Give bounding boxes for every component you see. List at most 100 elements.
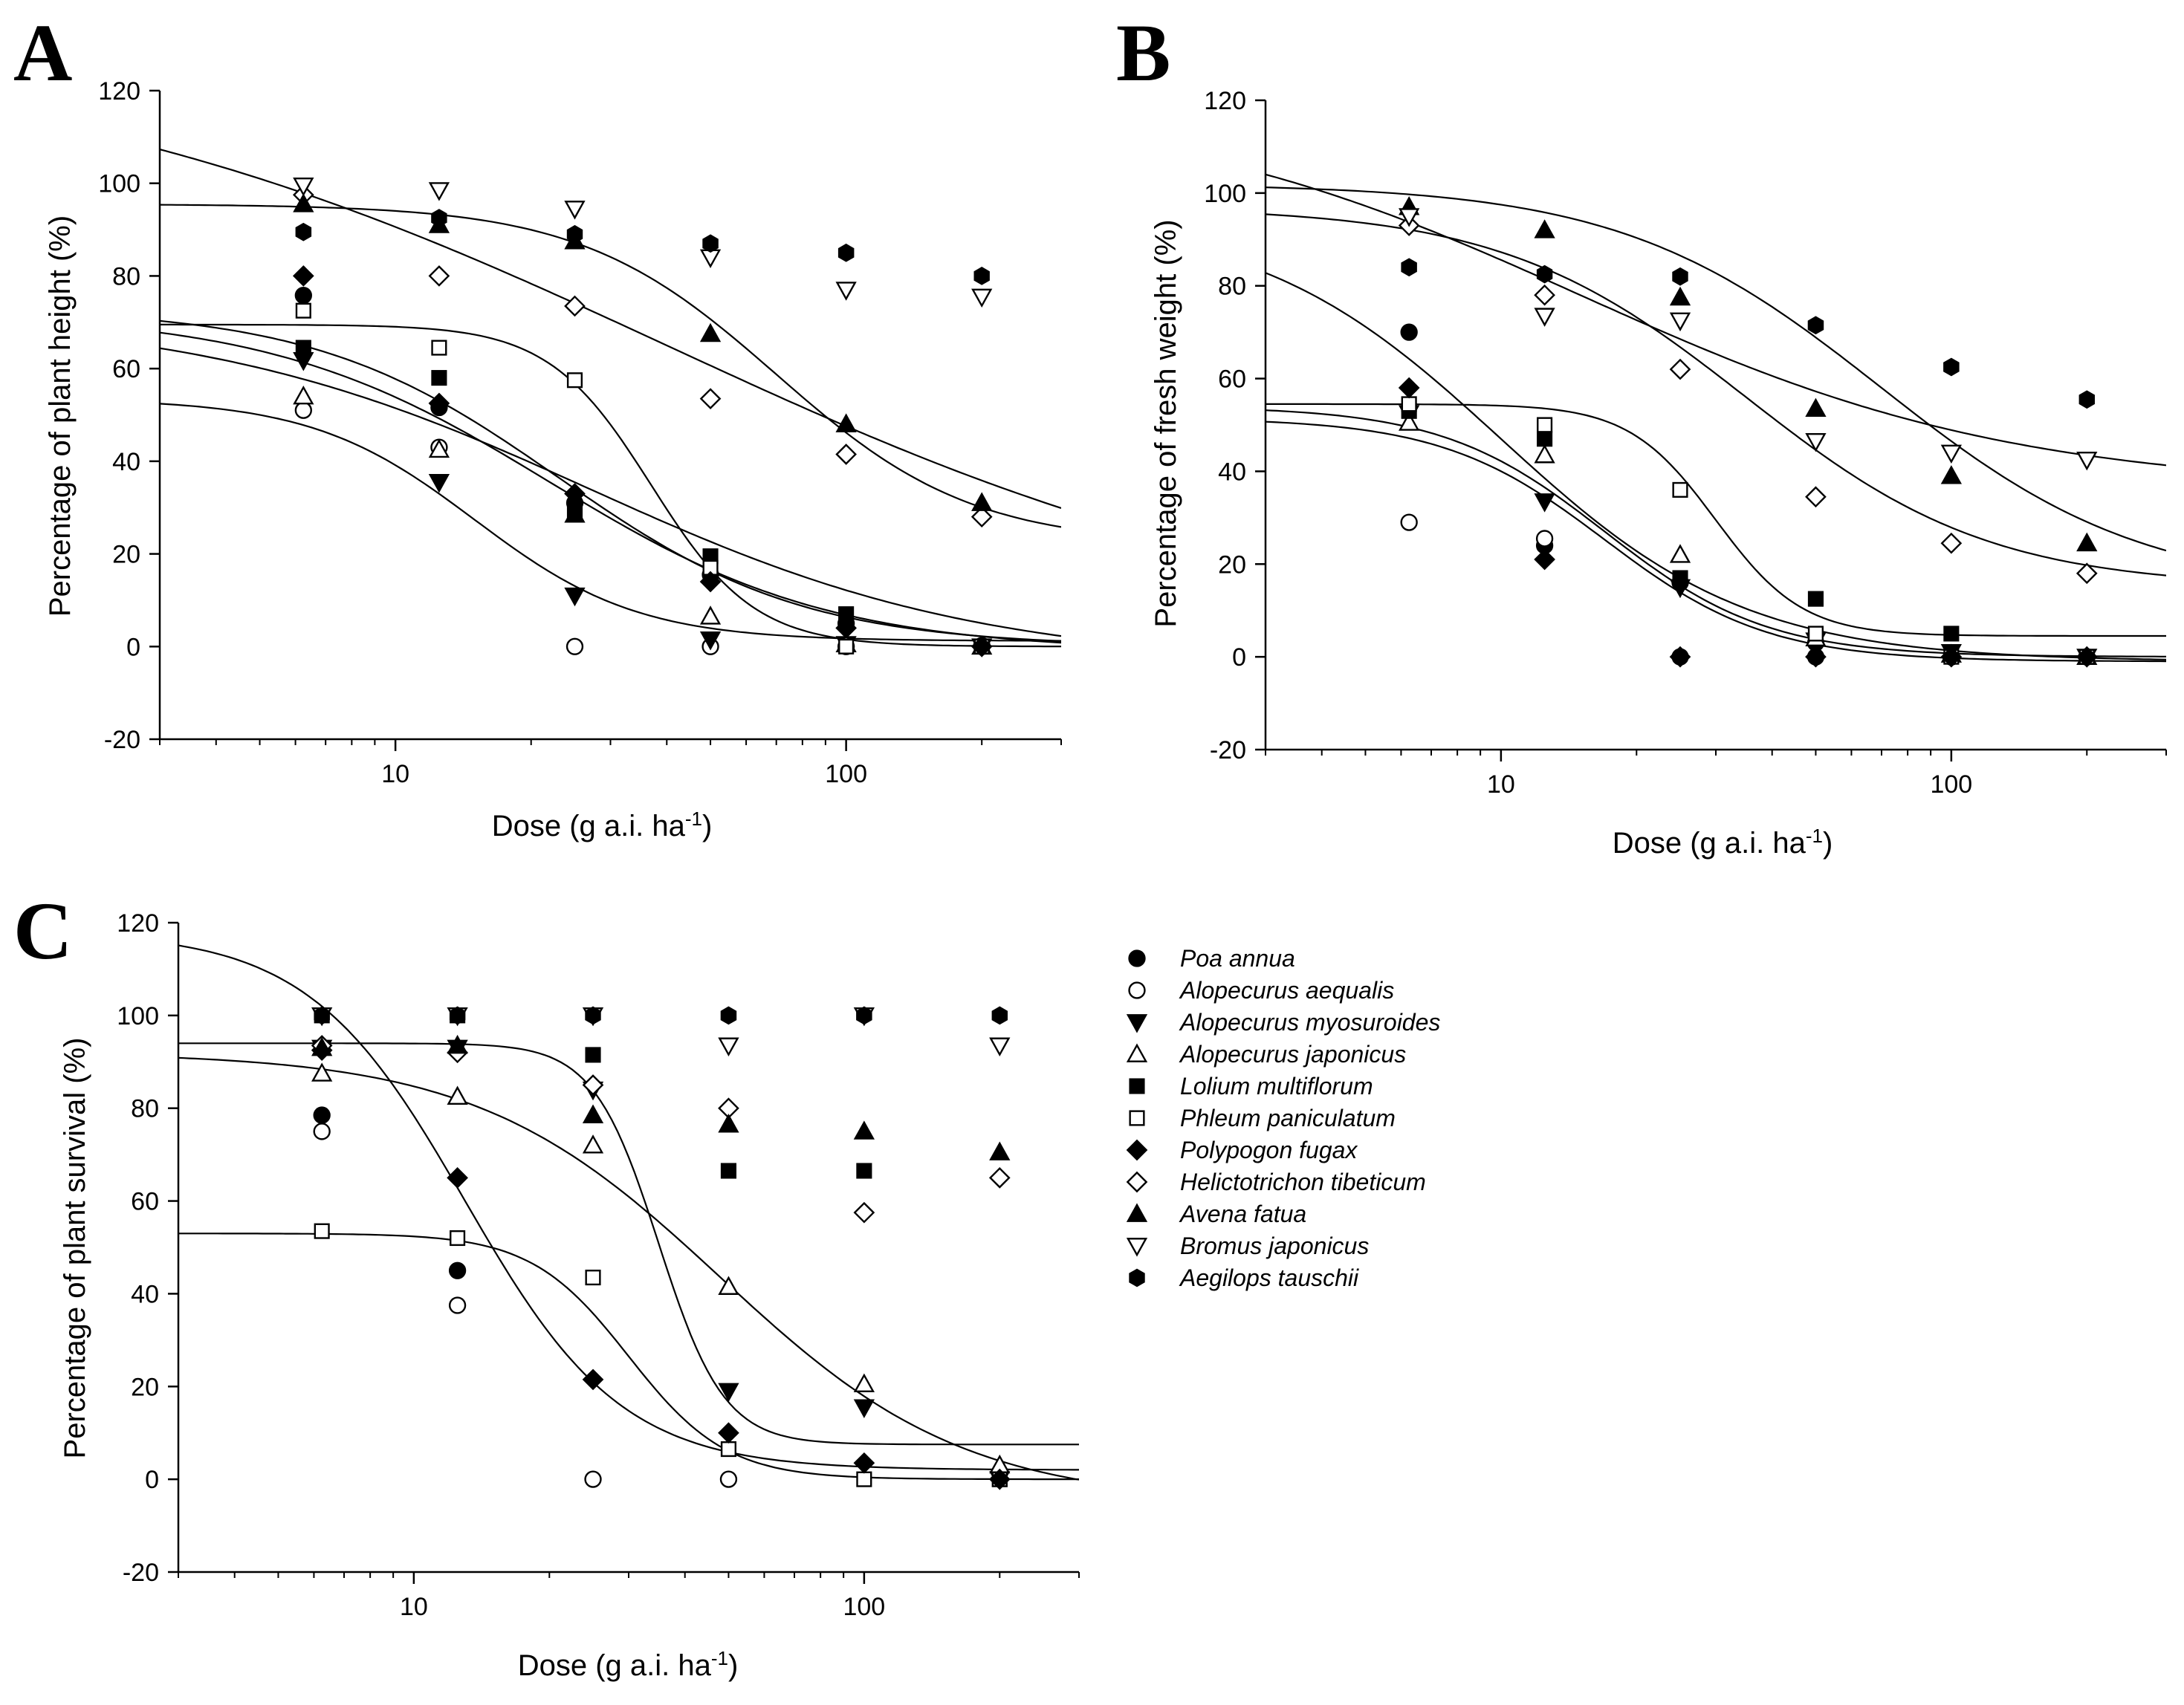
panel-b-point-phleum-paniculatum (1672, 481, 1688, 498)
panel-c-point-avena-fatua (311, 1036, 333, 1056)
panel-c-point-polypogon-fugax (447, 1167, 468, 1189)
panel-c-point-alopecurus-aequalis (719, 1470, 738, 1488)
panel-c-point-avena-fatua (853, 1120, 875, 1140)
panel-a-point-polypogon-fugax (292, 265, 314, 287)
panel-b-point-lolium-multiflorum (1943, 626, 1960, 642)
legend-marker-avena-fatua (1126, 1203, 1148, 1222)
panel-c-point-aegilops-tauschii (449, 1006, 466, 1025)
legend-item-aegilops-tauschii: Aegilops tauschii (1129, 1264, 1359, 1291)
panel-b-y-tick-label: 100 (1204, 180, 1246, 208)
panel-a-x-tick-label: 100 (825, 760, 867, 788)
panel-b-y-axis-title: Percentage of fresh weight (%) (1150, 219, 1182, 627)
panel-a-plot-area: -20 0 20 40 60 80 100 120 10 100 (98, 77, 1062, 788)
panel-b-point-polypogon-fugax (1669, 646, 1691, 668)
panel-c-point-phleum-paniculatum (856, 1471, 872, 1487)
panel-a-point-alopecurus-aequalis (294, 401, 312, 419)
panel-c-point-avena-fatua (718, 1113, 739, 1133)
panel-c-point-alopecurus-aequalis (584, 1470, 602, 1488)
panel-c-point-alopecurus-japonicus (853, 1373, 875, 1393)
panel-c-point-polypogon-fugax (853, 1452, 875, 1474)
panel-a-point-alopecurus-aequalis (566, 637, 584, 655)
panel-b-point-alopecurus-aequalis (1535, 530, 1554, 548)
panel-a-point-avena-fatua (835, 413, 857, 432)
panel-b-fit-curve-2 (1266, 420, 2166, 663)
panel-a-y-tick-label: 60 (112, 355, 140, 383)
legend-label-lolium-multiflorum: Lolium multiflorum (1180, 1073, 1373, 1100)
panel-b-point-aegilops-tauschii (1943, 357, 1960, 377)
panel-b-point-alopecurus-aequalis (1400, 513, 1418, 531)
legend-item-lolium-multiflorum: Lolium multiflorum (1129, 1073, 1373, 1100)
panel-c-y-tick-label: 0 (145, 1466, 159, 1494)
panel-a-point-alopecurus-japonicus (293, 385, 314, 405)
panel-a-point-avena-fatua (699, 322, 722, 342)
panel-b-point-avena-fatua (1534, 219, 1555, 238)
panel-c-point-helictotrichon-tibeticum (582, 1074, 604, 1096)
panel-b-x-axis-title: Dose (g a.i. ha-1) (1613, 825, 1833, 860)
panel-b-point-avena-fatua (2076, 532, 2098, 552)
panel-c-point-avena-fatua (989, 1141, 1011, 1160)
legend-label-alopecurus-myosuroides: Alopecurus myosuroides (1179, 1009, 1440, 1036)
legend-label-bromus-japonicus: Bromus japonicus (1180, 1233, 1369, 1259)
panel-b-point-phleum-paniculatum (1807, 626, 1824, 642)
panel-c-point-alopecurus-aequalis (313, 1123, 331, 1140)
panel-b-point-alopecurus-myosuroides (1534, 493, 1555, 513)
panel-b-point-lolium-multiflorum (1537, 431, 1553, 447)
panel-a-y-tick-label: 0 (126, 633, 140, 661)
legend-marker-alopecurus-myosuroides (1126, 1014, 1148, 1033)
panel-b-point-aegilops-tauschii (2078, 390, 2096, 409)
panel-b-point-lolium-multiflorum (1807, 591, 1824, 607)
legend-label-alopecurus-aequalis: Alopecurus aequalis (1179, 977, 1394, 1004)
panel-b-y-tick-label: 20 (1218, 551, 1246, 579)
panel-c-point-aegilops-tauschii (585, 1006, 601, 1025)
panel-a-y-axis-title: Percentage of plant height (%) (44, 215, 77, 617)
panel-a-y-tick-label: 80 (112, 262, 140, 290)
panel-a-point-bromus-japonicus (293, 177, 314, 197)
panel-a-point-lolium-multiflorum (566, 507, 583, 523)
legend-label-phleum-paniculatum: Phleum paniculatum (1180, 1105, 1396, 1131)
panel-b-point-avena-fatua (1805, 397, 1827, 418)
panel-a-point-phleum-paniculatum (431, 340, 447, 356)
panel-a-y-tick-label: 40 (112, 448, 140, 476)
panel-b-point-bromus-japonicus (2076, 451, 2098, 471)
panel-a-y-tick-label: -20 (104, 726, 140, 754)
panel-a-point-avena-fatua (971, 492, 993, 511)
panel-b-x-tick-label: 100 (1930, 770, 1972, 799)
panel-c-point-bromus-japonicus (989, 1037, 1011, 1057)
panel-b-point-helictotrichon-tibeticum (1940, 532, 1963, 554)
panel-a-x-tick-label: 10 (381, 760, 409, 788)
panel-c-fit-curve-4 (178, 1056, 1079, 1481)
legend-marker-helictotrichon-tibeticum (1126, 1171, 1148, 1193)
panel-c-point-alopecurus-japonicus (447, 1085, 468, 1105)
panel-a-point-lolium-multiflorum (431, 370, 447, 386)
panel-b-point-aegilops-tauschii (1401, 258, 1417, 277)
legend: Poa annua Alopecurus aequalis Alopecurus m… (1126, 945, 1440, 1291)
panel-b-point-polypogon-fugax (1398, 377, 1420, 399)
panel-b-letter: B (1116, 7, 1170, 98)
panel-a-fit-curve-2 (160, 331, 1061, 644)
legend-item-avena-fatua: Avena fatua (1126, 1201, 1306, 1227)
panel-a-point-bromus-japonicus (835, 282, 857, 301)
panel-a: A -20 0 20 40 60 80 100 120 10 100 Dose (g a.i. h… (13, 7, 1062, 842)
panel-c-point-lolium-multiflorum (585, 1047, 601, 1063)
panel-c-plot-area: -20 0 20 40 60 80 100 120 10 100 (117, 909, 1080, 1621)
legend-marker-aegilops-tauschii (1129, 1268, 1145, 1287)
panel-a-fit-curve-4 (160, 323, 1061, 648)
panel-b-y-tick-label: 60 (1218, 366, 1246, 394)
panel-c-point-lolium-multiflorum (856, 1163, 872, 1179)
panel-a-point-bromus-japonicus (564, 201, 586, 220)
panel-c-point-alopecurus-myosuroides (718, 1383, 739, 1403)
legend-item-alopecurus-japonicus: Alopecurus japonicus (1126, 1041, 1406, 1068)
panel-b-point-avena-fatua (1669, 286, 1691, 306)
legend-marker-poa-annua (1128, 949, 1146, 967)
panel-a-point-helictotrichon-tibeticum (428, 265, 450, 287)
panel-b-point-polypogon-fugax (2076, 646, 2098, 668)
panel-b-fit-curve-4 (1266, 272, 2166, 660)
panel-c-point-aegilops-tauschii (991, 1006, 1008, 1025)
panel-a-fit-curve-3 (160, 347, 1061, 637)
panel-c-point-alopecurus-japonicus (311, 1062, 333, 1082)
panel-c-x-axis-title: Dose (g a.i. ha-1) (518, 1647, 739, 1682)
panel-a-point-poa-annua (294, 286, 312, 305)
panel-c-y-axis-title: Percentage of plant survival (%) (59, 1038, 91, 1459)
panel-b-point-alopecurus-japonicus (1534, 444, 1555, 464)
